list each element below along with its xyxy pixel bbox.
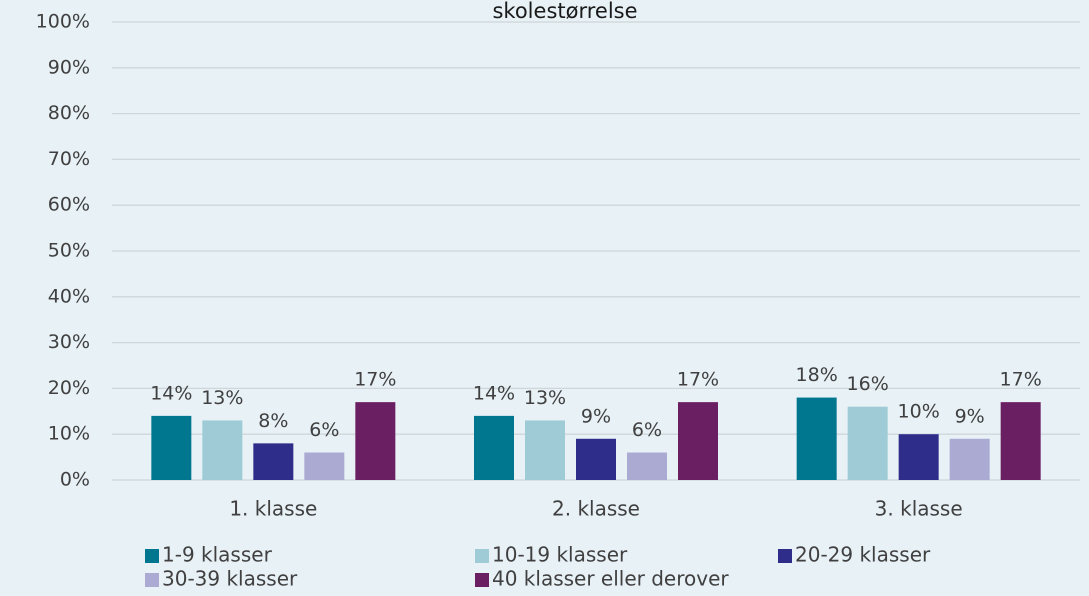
y-tick-label: 80% — [48, 102, 90, 124]
data-label: 13% — [524, 387, 566, 409]
legend-swatch — [145, 573, 159, 587]
y-tick-label: 10% — [48, 423, 90, 445]
data-label: 13% — [201, 387, 243, 409]
legend-label: 10-19 klasser — [492, 543, 628, 567]
y-tick-label: 60% — [48, 194, 90, 216]
y-tick-label: 0% — [60, 469, 90, 491]
bar — [304, 452, 345, 480]
bar — [525, 420, 565, 480]
bar — [355, 402, 396, 480]
y-tick-label: 70% — [48, 148, 90, 170]
y-tick-label: 40% — [48, 285, 90, 307]
bar — [796, 397, 837, 480]
legend-swatch — [145, 549, 159, 563]
data-label: 17% — [354, 369, 396, 391]
bar — [151, 415, 192, 480]
data-label: 9% — [581, 405, 611, 427]
data-label: 17% — [1000, 369, 1042, 391]
legend-swatch — [778, 549, 792, 563]
y-tick-label: 50% — [48, 240, 90, 262]
data-label: 17% — [677, 369, 719, 391]
data-label: 6% — [632, 419, 662, 441]
y-tick-label: 90% — [48, 56, 90, 78]
data-label: 8% — [258, 410, 288, 432]
y-tick-label: 20% — [48, 377, 90, 399]
data-label: 9% — [955, 405, 985, 427]
legend-swatch — [475, 549, 489, 563]
x-tick-label: 1. klasse — [229, 497, 317, 521]
data-label: 14% — [473, 382, 515, 404]
bar — [202, 420, 243, 480]
data-label: 10% — [898, 401, 940, 423]
data-label: 16% — [847, 373, 889, 395]
data-label: 14% — [150, 382, 192, 404]
x-tick-label: 3. klasse — [875, 497, 963, 521]
bar — [627, 452, 667, 480]
bar — [474, 415, 514, 480]
y-tick-label: 100% — [36, 11, 90, 33]
bar — [576, 438, 616, 480]
legend-label: 1-9 klasser — [162, 543, 273, 567]
bar — [678, 402, 718, 480]
data-label: 18% — [796, 364, 838, 386]
data-label: 6% — [309, 419, 339, 441]
bar — [253, 443, 294, 480]
bar — [898, 434, 939, 480]
chart-title: skolestørrelse — [492, 0, 637, 23]
y-tick-label: 30% — [48, 331, 90, 353]
bar — [847, 406, 888, 480]
legend-label: 30-39 klasser — [162, 567, 298, 591]
bar — [949, 438, 990, 480]
legend-label: 20-29 klasser — [795, 543, 931, 567]
legend-label: 40 klasser eller derover — [492, 567, 729, 591]
bar — [1000, 402, 1041, 480]
legend-swatch — [475, 573, 489, 587]
x-tick-label: 2. klasse — [552, 497, 640, 521]
